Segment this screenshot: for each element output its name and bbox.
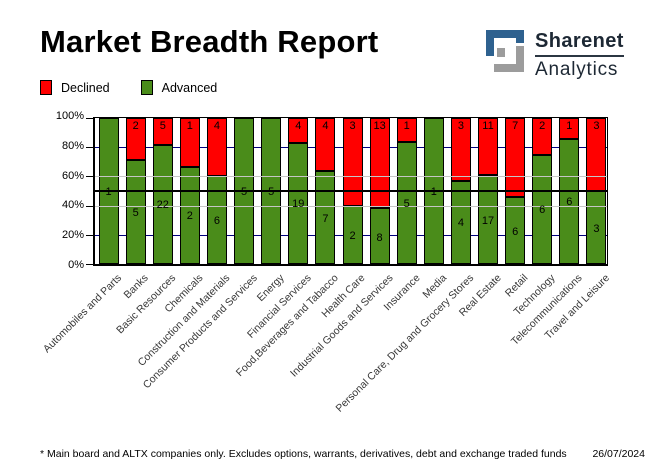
bar-value-advanced: 1	[105, 185, 112, 198]
bar-segment-declined	[369, 118, 390, 209]
y-tick-100	[86, 118, 94, 119]
bar-value-advanced: 1	[430, 185, 437, 198]
y-axis-label: 60%	[61, 169, 84, 182]
bar-value-advanced: 7	[322, 212, 329, 225]
y-axis-label: 0%	[68, 259, 84, 271]
logo-division: Analytics	[535, 59, 619, 80]
bar-segment-declined	[342, 118, 363, 206]
bar-segment-advanced	[369, 208, 390, 264]
bar-segment-declined	[206, 118, 227, 177]
bar-value-advanced: 6	[213, 215, 221, 228]
y-axis-label: 80%	[61, 139, 84, 152]
bar-segment-declined	[478, 118, 499, 176]
y-tick-60	[86, 176, 94, 178]
bar-value-declined: 11	[482, 120, 494, 132]
bar-value-declined: 4	[322, 120, 329, 132]
bar-segment-declined	[532, 118, 553, 155]
bar-segment-declined	[152, 118, 173, 146]
bar-segment-advanced	[450, 180, 471, 264]
bar-value-advanced: 2	[349, 230, 356, 243]
bar-value-declined: 13	[373, 120, 386, 132]
bar-segment-advanced	[152, 145, 173, 264]
bar-value-advanced: 6	[539, 204, 546, 217]
bar-segment-advanced	[532, 154, 553, 264]
bar-segment-declined	[559, 118, 580, 139]
logo-name: Sharenet	[535, 30, 624, 57]
chart-legend: Declined Advanced	[40, 80, 248, 95]
bar-value-declined: 7	[512, 120, 519, 132]
bar-value-declined: 3	[593, 120, 600, 132]
page-title: Market Breadth Report	[40, 24, 379, 59]
bar-segment-declined	[179, 118, 200, 167]
y-tick-20	[86, 234, 94, 236]
bar-segment-advanced	[125, 159, 146, 264]
bar-value-advanced: 4	[457, 217, 464, 230]
footnote: * Main board and ALTX companies only. Ex…	[40, 448, 567, 460]
bar-value-advanced: 2	[186, 210, 193, 223]
bar-value-advanced: 5	[132, 206, 139, 219]
bar-value-advanced: 3	[593, 222, 600, 235]
bar-value-declined: 1	[186, 120, 193, 132]
declined-label: Declined	[61, 80, 110, 95]
bar-segment-declined	[125, 118, 146, 160]
bar-value-declined: 3	[457, 120, 464, 132]
bar-segment-declined	[396, 118, 417, 143]
bar-segment-declined	[315, 118, 336, 172]
bar-value-declined: 2	[132, 120, 139, 132]
bar-value-declined: 5	[159, 120, 166, 132]
bar-segment-advanced	[559, 138, 580, 264]
sharenet-logo: Sharenet Analytics	[483, 29, 624, 81]
plot-area: 1 5 2 22 5 2 1 6 4 5 5 19 4 7 4 2 3 8 13 5 1 1 4 3 17 11 6 7 6 2 6 1 3 3	[86, 117, 608, 266]
bar-value-advanced: 19	[292, 198, 305, 211]
x-axis-label: Automobiles and Parts	[40, 272, 125, 356]
declined-swatch	[40, 80, 52, 95]
bar-value-advanced: 5	[268, 185, 275, 198]
bar-segment-advanced	[288, 143, 309, 264]
y-axis-label: 100%	[55, 110, 84, 122]
y-axis-label: 40%	[61, 199, 84, 212]
advanced-swatch	[140, 80, 153, 95]
y-axis-label: 20%	[61, 229, 84, 242]
bar-value-declined: 2	[539, 120, 546, 132]
y-tick-80	[86, 147, 94, 149]
bar-segment-advanced	[396, 142, 417, 264]
bar-segment-advanced	[315, 171, 336, 264]
bar-segment-declined	[450, 118, 471, 181]
bar-value-advanced: 8	[376, 231, 383, 244]
bar-segment-advanced	[478, 175, 499, 264]
bar-value-advanced: 6	[512, 225, 519, 238]
bar-value-declined: 4	[213, 120, 221, 132]
bar-value-advanced: 5	[241, 185, 248, 198]
bar-segment-declined	[288, 118, 309, 144]
sharenet-logo-icon	[486, 30, 524, 72]
sharenet-logo-text: Sharenet Analytics	[535, 29, 624, 81]
report-date: 26/07/2024	[592, 448, 645, 460]
bar-value-declined: 1	[566, 120, 573, 132]
advanced-label: Advanced	[161, 80, 218, 95]
bar-value-advanced: 6	[566, 196, 573, 209]
bar-value-declined: 4	[295, 120, 302, 132]
bar-value-advanced: 22	[156, 199, 169, 212]
bar-value-declined: 3	[349, 120, 356, 132]
reference-line-50pct	[95, 190, 607, 192]
gridline-40pct	[95, 205, 607, 207]
bar-segment-advanced	[505, 196, 526, 264]
y-tick-0	[86, 264, 94, 265]
bar-value-advanced: 5	[403, 197, 410, 210]
bar-value-advanced: 17	[481, 214, 495, 227]
gridline-60pct	[95, 176, 607, 178]
bar-value-declined: 1	[403, 120, 410, 132]
y-tick-40	[86, 205, 94, 207]
